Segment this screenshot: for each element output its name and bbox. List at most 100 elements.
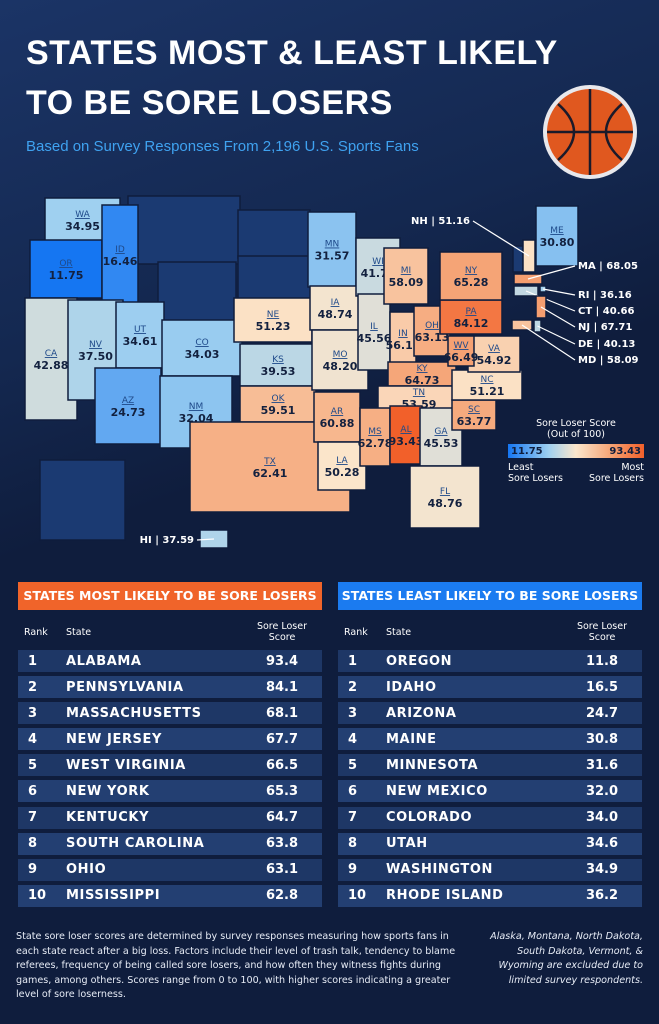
state-code-label: OH — [425, 321, 439, 331]
state-mi[interactable] — [383, 247, 429, 305]
callout-line — [542, 288, 576, 296]
legend-least-label: Least Sore Losers — [508, 462, 563, 484]
state-code-label: NE — [267, 310, 280, 320]
table-header: Rank State Sore Loser Score — [344, 621, 628, 643]
table-row: 9 WASHINGTON 34.9 — [338, 858, 642, 881]
us-map: WA34.95OR11.75ID16.46CA42.88NV37.50UT34.… — [24, 195, 639, 549]
table-row: 10 RHODE ISLAND 36.2 — [338, 884, 642, 907]
score-cell: 36.2 — [585, 888, 619, 904]
table-row: 3 ARIZONA 24.7 — [338, 702, 642, 725]
state-code-label: WI — [372, 257, 384, 267]
state-cell: MAINE — [386, 731, 437, 747]
legend-min: 11.75 — [511, 445, 543, 457]
state-code-label: CA — [45, 349, 58, 359]
state-code-label: AL — [400, 425, 411, 435]
state-mt-excluded — [127, 195, 241, 265]
state-code-label: NC — [480, 375, 493, 385]
state-ar[interactable] — [313, 391, 361, 443]
state-code-label: NV — [89, 340, 103, 350]
state-ms[interactable] — [359, 407, 391, 467]
table-row: 2 IDAHO 16.5 — [338, 676, 642, 699]
rank-cell: 3 — [28, 705, 38, 721]
state-value-label: 45.56 — [357, 332, 392, 345]
state-code-label: MO — [333, 350, 348, 360]
legend-gradient-bar: 11.75 93.43 — [508, 444, 644, 458]
callout-line — [540, 306, 576, 328]
callout-line — [521, 324, 576, 361]
rank-cell: 7 — [28, 810, 38, 826]
state-mn[interactable] — [307, 211, 357, 288]
state-cell: MASSACHUSETTS — [66, 705, 202, 721]
callout-line — [472, 220, 530, 257]
state-ia[interactable] — [309, 285, 361, 331]
state-code-label: AZ — [122, 396, 134, 406]
legend-most-label: Most Sore Losers — [589, 462, 644, 484]
legend-max: 93.43 — [609, 445, 641, 457]
table-row: 4 MAINE 30.8 — [338, 728, 642, 751]
state-ut[interactable] — [115, 301, 165, 369]
rank-cell: 2 — [28, 679, 38, 695]
state-value-label: 50.28 — [325, 466, 360, 479]
callout-label-de: DE | 40.13 — [578, 339, 635, 350]
state-code-label: IN — [398, 329, 407, 339]
table-row: 5 MINNESOTA 31.6 — [338, 754, 642, 777]
score-cell: 93.4 — [265, 653, 299, 669]
table-row: 8 SOUTH CAROLINA 63.8 — [18, 832, 322, 855]
state-az[interactable] — [94, 367, 162, 445]
state-code-label: UT — [134, 325, 147, 335]
rank-cell: 1 — [28, 653, 38, 669]
callout-line — [525, 290, 576, 312]
state-me[interactable] — [535, 205, 579, 267]
state-code-label: NM — [189, 402, 204, 412]
state-ks[interactable] — [239, 343, 317, 387]
score-cell: 11.8 — [585, 653, 619, 669]
state-value-label: 48.76 — [428, 497, 463, 510]
state-value-label: 37.50 — [78, 350, 113, 363]
state-value-label: 84.12 — [454, 317, 489, 330]
state-code-label: ID — [115, 245, 125, 255]
state-value-label: 62.78 — [358, 437, 393, 450]
state-nc[interactable] — [451, 369, 523, 401]
state-code-label: PA — [465, 307, 477, 317]
state-fl[interactable] — [409, 465, 481, 529]
table-row: 2 PENNSYLVANIA 84.1 — [18, 676, 322, 699]
state-value-label: 48.20 — [323, 360, 358, 373]
state-code-label: NY — [465, 266, 478, 276]
state-value-label: 45.53 — [424, 437, 459, 450]
table-row: 7 KENTUCKY 64.7 — [18, 806, 322, 829]
state-cell: WASHINGTON — [386, 862, 494, 878]
score-cell: 64.7 — [265, 810, 299, 826]
exclusion-note: Alaska, Montana, North Dakota, South Dak… — [490, 931, 643, 986]
state-la[interactable] — [317, 441, 367, 491]
score-cell: 62.8 — [265, 888, 299, 904]
state-code-label: IA — [331, 298, 341, 308]
state-cell: SOUTH CAROLINA — [66, 836, 205, 852]
state-value-label: 31.57 — [315, 250, 350, 263]
state-ak-excluded — [39, 459, 126, 541]
state-code-label: CO — [195, 338, 208, 348]
callout-line — [537, 325, 576, 345]
state-code-label: AR — [331, 407, 343, 417]
score-cell: 24.7 — [585, 705, 619, 721]
state-value-label: 51.21 — [470, 385, 505, 398]
state-nh[interactable] — [522, 239, 536, 273]
state-id[interactable] — [101, 204, 139, 306]
state-value-label: 39.53 — [261, 365, 296, 378]
state-cell: NEW JERSEY — [66, 731, 163, 747]
state-va[interactable] — [467, 335, 521, 373]
state-in[interactable] — [389, 311, 417, 367]
state-cell: NEW YORK — [66, 783, 150, 799]
state-code-label: LA — [336, 456, 348, 466]
callout-label-ri: RI | 36.16 — [578, 290, 632, 301]
rank-cell: 10 — [28, 888, 47, 904]
score-cell: 67.7 — [265, 731, 299, 747]
callout-label-nj: NJ | 67.71 — [578, 322, 632, 333]
state-ny[interactable] — [439, 251, 503, 301]
state-wv[interactable] — [447, 335, 475, 367]
state-code-label: KS — [272, 355, 284, 365]
title-line-1: STATES MOST & LEAST LIKELY — [26, 34, 558, 72]
rank-cell: 10 — [348, 888, 367, 904]
state-or[interactable] — [29, 239, 103, 299]
state-value-label: 34.03 — [185, 348, 220, 361]
table-row: 3 MASSACHUSETTS 68.1 — [18, 702, 322, 725]
